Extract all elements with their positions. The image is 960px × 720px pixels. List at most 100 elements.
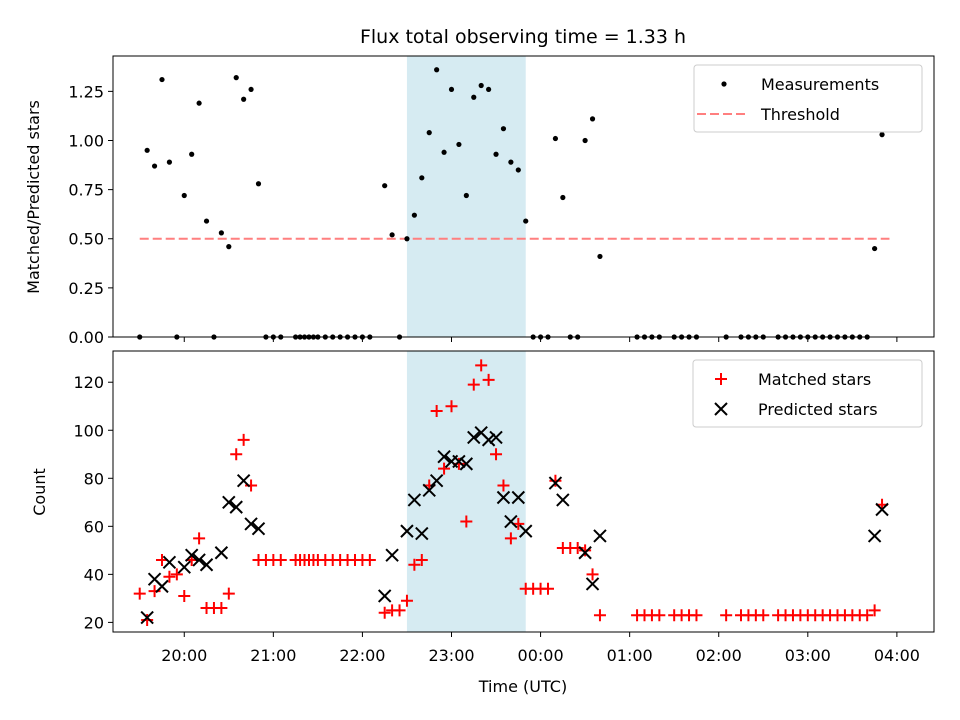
bottom-x-axis: 20:00 21:00 22:00 23:00 00:00 01:00 02:00 03:00… <box>161 632 920 665</box>
matched-star-point <box>482 373 495 386</box>
legend-predicted-label: Predicted stars <box>758 400 878 419</box>
measurement-point <box>523 218 529 224</box>
measurement-points <box>137 67 885 340</box>
predicted-star-point <box>415 526 429 541</box>
predicted-points <box>140 425 889 625</box>
predicted-star-point <box>556 493 570 507</box>
measurement-point <box>478 82 484 89</box>
measurement-point <box>589 116 596 122</box>
predicted-star-point <box>162 555 177 570</box>
measurement-point <box>233 75 239 81</box>
predicted-star-point <box>585 577 600 591</box>
matched-star-point <box>460 515 473 528</box>
predicted-star-point <box>593 529 607 543</box>
measurement-point <box>218 230 224 236</box>
y-tick-label: 80 <box>84 469 104 488</box>
matched-star-point <box>430 405 443 418</box>
measurement-point <box>404 236 410 242</box>
x-tick-label: 00:00 <box>518 646 564 665</box>
measurement-point <box>226 244 232 250</box>
x-tick-label: 22:00 <box>339 646 385 665</box>
predicted-star-point <box>184 548 199 562</box>
predicted-star-point <box>496 490 511 505</box>
y-tick-label: 1.25 <box>68 82 104 101</box>
x-tick-label: 23:00 <box>428 646 474 665</box>
predicted-star-point <box>192 553 206 567</box>
measurement-point <box>255 181 262 187</box>
measurement-point <box>486 86 492 93</box>
matched-star-point <box>475 359 488 372</box>
measurement-point <box>441 149 447 155</box>
bottom-y-axis: 20 40 60 80 100 120 <box>73 373 113 632</box>
predicted-star-point <box>251 522 266 536</box>
y-tick-label: 20 <box>84 613 104 632</box>
predicted-star-point <box>429 473 444 488</box>
predicted-star-point <box>511 490 526 505</box>
matched-star-point <box>274 553 287 566</box>
matched-star-point <box>593 609 606 622</box>
predicted-star-point <box>459 457 474 471</box>
predicted-star-point <box>467 430 481 445</box>
matched-star-point <box>163 570 176 583</box>
measurement-point <box>508 159 514 165</box>
y-tick-label: 0.75 <box>68 181 104 200</box>
matched-star-point <box>445 400 458 413</box>
measurement-point <box>151 163 158 169</box>
bottom-legend-box <box>692 359 923 428</box>
measurement-point <box>203 218 210 224</box>
measurement-point <box>382 183 388 189</box>
measurement-point <box>166 159 173 165</box>
predicted-star-point <box>236 473 251 488</box>
measurement-point <box>144 147 150 153</box>
measurement-point <box>493 151 499 157</box>
measurement-point <box>434 67 440 73</box>
x-axis-label: Time (UTC) <box>478 677 567 696</box>
matched-star-point <box>438 462 451 475</box>
predicted-star-point <box>504 514 518 529</box>
matched-star-point <box>178 589 191 602</box>
matched-star-point <box>690 609 703 622</box>
predicted-star-point <box>214 546 229 560</box>
top-plot-frame <box>112 55 935 338</box>
predicted-star-point <box>229 500 243 514</box>
predicted-star-point <box>489 430 503 445</box>
matched-star-point <box>490 448 503 461</box>
matched-star-point <box>467 378 480 391</box>
measurement-point <box>560 194 566 201</box>
measurement-point <box>463 192 469 199</box>
predicted-star-point <box>407 493 422 507</box>
measurement-point <box>389 232 395 238</box>
measurement-point <box>241 96 247 102</box>
legend-threshold-label: Threshold <box>760 105 840 124</box>
matched-star-point <box>586 568 599 581</box>
matched-star-point <box>415 553 428 566</box>
top-panel: 0.00 0.25 0.50 0.75 1.00 1.25 Matched/Predict… <box>24 55 935 347</box>
y-tick-label: 0.50 <box>68 230 104 249</box>
matched-star-point <box>245 479 258 492</box>
predicted-star-point <box>437 449 451 464</box>
matched-star-point <box>133 587 146 600</box>
measurement-point <box>181 192 187 199</box>
measurement-point <box>582 137 588 144</box>
top-y-axis-label: Matched/Predicted stars <box>24 100 43 294</box>
measurement-point <box>159 76 165 83</box>
measurement-point <box>448 86 455 93</box>
matched-star-point <box>541 582 554 595</box>
predicted-star-point <box>548 476 563 490</box>
bottom-plot-frame <box>112 350 935 633</box>
legend-predicted-marker <box>714 402 728 416</box>
top-legend: Measurements Threshold <box>693 64 923 133</box>
x-tick-label: 20:00 <box>161 646 207 665</box>
predicted-star-point <box>385 548 399 562</box>
matched-star-point <box>378 606 391 619</box>
matched-star-point <box>757 609 770 622</box>
y-tick-label: 60 <box>84 517 104 536</box>
measurement-point <box>500 126 507 132</box>
matched-star-point <box>497 479 510 492</box>
x-tick-label: 04:00 <box>874 646 920 665</box>
legend-measurements-label: Measurements <box>761 75 879 94</box>
legend-measurements-marker <box>721 81 727 87</box>
measurement-point <box>248 86 254 93</box>
predicted-star-point <box>400 524 414 538</box>
matched-star-point <box>408 558 421 571</box>
